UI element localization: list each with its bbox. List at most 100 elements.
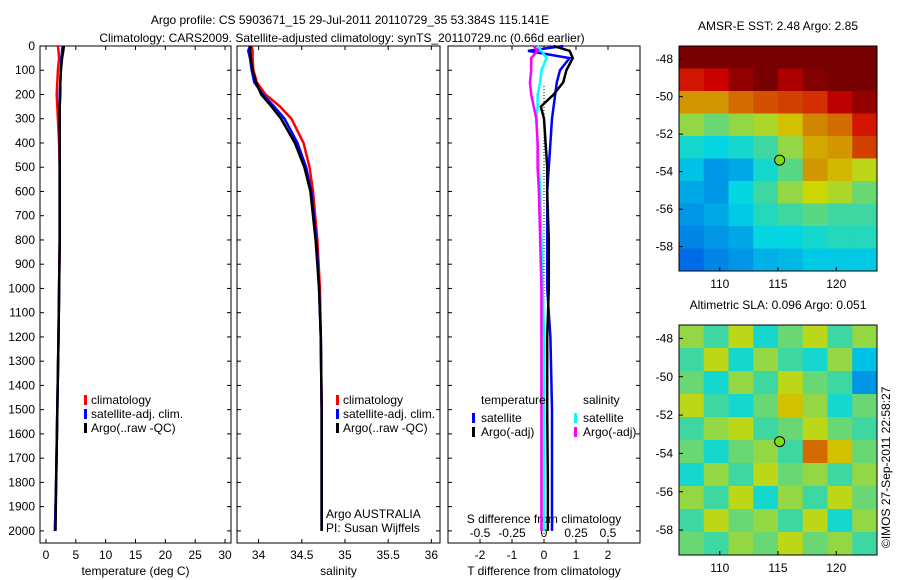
heatmap-cell <box>802 463 828 487</box>
y-tick-label: 1200 <box>8 330 35 344</box>
legend-label: climatology <box>343 393 403 407</box>
heatmap-cell <box>852 371 878 395</box>
heatmap-cell <box>778 91 804 114</box>
heatmap-cell <box>753 509 779 533</box>
y-tick-label: 300 <box>15 112 35 126</box>
heatmap-cell <box>753 486 779 510</box>
heatmap-cell <box>753 440 779 464</box>
heatmap-cell <box>778 371 804 395</box>
heatmap-cell <box>728 248 754 272</box>
y-tick-label: 900 <box>15 257 35 271</box>
title-line1: Argo profile: CS 5903671_15 29-Jul-2011 … <box>151 13 549 27</box>
heatmap-cell <box>827 158 853 182</box>
heatmap-cell <box>753 181 779 204</box>
legend-label: Argo(..raw -QC) <box>343 421 428 435</box>
heatmap-cell <box>852 203 878 227</box>
x-tick-label: 36 <box>425 548 439 562</box>
heatmap-cell <box>728 348 754 372</box>
heatmap-cell <box>852 417 878 441</box>
axes-frame <box>39 45 232 544</box>
legend-swatch <box>336 395 339 405</box>
y-tick-label: -56 <box>656 202 674 216</box>
heatmap-cell <box>753 348 779 372</box>
heatmap-cell <box>728 394 754 418</box>
heatmap-cell <box>753 203 779 227</box>
heatmap-cell <box>827 203 853 227</box>
heatmap-cell <box>778 394 804 418</box>
heatmap-cell <box>802 371 828 395</box>
legend-label: Argo(..raw -QC) <box>91 421 176 435</box>
heatmap-cell <box>852 181 878 204</box>
x-tick-label: 110 <box>710 277 729 291</box>
heatmap-cell <box>753 68 779 92</box>
heatmap-cell <box>679 226 705 249</box>
y-tick-label: 1500 <box>8 403 35 417</box>
heatmap-cell <box>679 348 705 372</box>
heatmap-cell <box>802 440 828 464</box>
heatmap-cell <box>802 532 828 556</box>
heatmap-cell <box>728 68 754 92</box>
heatmap-cell <box>852 46 878 69</box>
heatmap-cell <box>802 91 828 114</box>
annotation-text: PI: Susan Wijffels <box>326 521 420 535</box>
heatmap-cell <box>827 226 853 249</box>
y-tick-label: 1700 <box>8 451 35 465</box>
heatmap-cell <box>728 181 754 204</box>
heatmap-cell <box>778 248 804 272</box>
panel-sst-map: AMSR-E SST: 2.48 Argo: 2.85 110 115 120 -48 -… <box>656 19 878 291</box>
s-tick-label: 0.25 <box>564 526 588 540</box>
heatmap-cell <box>703 394 729 418</box>
heatmap-cell <box>753 532 779 556</box>
heatmap-cell <box>679 325 705 349</box>
heatmap-cell <box>703 440 729 464</box>
legend-swatch <box>574 427 577 437</box>
y-tick-label: 500 <box>15 160 35 174</box>
y-tick-label: -54 <box>656 446 674 460</box>
heatmap-cell <box>679 136 705 159</box>
x-tick-label: 35.5 <box>376 548 400 562</box>
legend-swatch <box>472 427 475 437</box>
x-tick-label: 25 <box>189 548 203 562</box>
heatmap-cell <box>827 463 853 487</box>
y-tick-label: -48 <box>656 52 674 66</box>
legend-swatch <box>574 413 577 423</box>
heatmap-cell <box>728 158 754 182</box>
heatmap-cell <box>802 203 828 227</box>
heatmap-cell <box>703 113 729 137</box>
x-tick-label: 1 <box>573 548 580 562</box>
heatmap-cell <box>852 486 878 510</box>
heatmap-cell <box>753 371 779 395</box>
heatmap-cell <box>778 113 804 137</box>
heatmap-cell <box>703 91 729 114</box>
heatmap-cell <box>802 68 828 92</box>
heatmap-cell <box>703 136 729 159</box>
heatmap-cell <box>778 226 804 249</box>
heatmap-cell <box>852 532 878 556</box>
heatmap-cell <box>778 68 804 92</box>
y-tick-label: 700 <box>15 209 35 223</box>
heatmap-cell <box>703 181 729 204</box>
heatmap-cell <box>679 463 705 487</box>
legend-label: satellite-adj. clim. <box>91 407 183 421</box>
s-tick-label: -0.5 <box>470 526 491 540</box>
heatmap-cell <box>827 440 853 464</box>
heatmap-cell <box>728 417 754 441</box>
heatmap-cell <box>802 158 828 182</box>
heatmap-cell <box>802 181 828 204</box>
x-tick-label: 35 <box>338 548 352 562</box>
legend-swatch <box>336 409 339 419</box>
heatmap-cell <box>728 113 754 137</box>
heatmap-cell <box>802 348 828 372</box>
y-tick-label: -56 <box>656 485 674 499</box>
legend-swatch <box>84 395 87 405</box>
heatmap-cell <box>778 417 804 441</box>
heatmap-cell <box>802 486 828 510</box>
heatmap-cell <box>827 68 853 92</box>
y-tick-label: 1000 <box>8 281 35 295</box>
heatmap-cell <box>679 394 705 418</box>
x-tick-label: 0 <box>541 548 548 562</box>
y-tick-label: 1800 <box>8 475 35 489</box>
map-title: AMSR-E SST: 2.48 Argo: 2.85 <box>698 19 858 33</box>
